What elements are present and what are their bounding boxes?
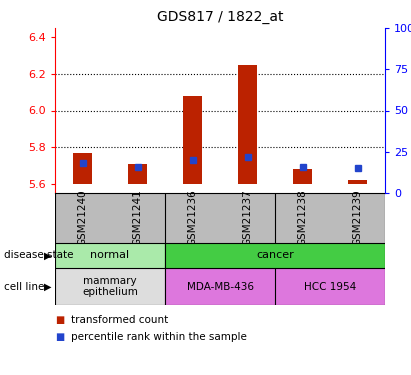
- Text: GSM21238: GSM21238: [298, 190, 307, 246]
- Text: ▶: ▶: [44, 282, 51, 291]
- Text: GSM21240: GSM21240: [78, 190, 88, 246]
- Bar: [55, 268, 165, 305]
- Bar: [165, 243, 385, 268]
- Text: normal: normal: [90, 251, 129, 261]
- Bar: [348, 180, 367, 184]
- Text: cancer: cancer: [256, 251, 294, 261]
- Text: GSM21239: GSM21239: [353, 190, 363, 246]
- Text: cell line: cell line: [4, 282, 44, 291]
- Text: GSM21241: GSM21241: [132, 190, 143, 246]
- Text: mammary
epithelium: mammary epithelium: [82, 276, 138, 297]
- Text: ▶: ▶: [44, 251, 51, 261]
- Text: transformed count: transformed count: [72, 315, 169, 325]
- Bar: [165, 268, 275, 305]
- Bar: [183, 96, 202, 184]
- Text: percentile rank within the sample: percentile rank within the sample: [72, 332, 247, 342]
- Text: GSM21236: GSM21236: [187, 190, 198, 246]
- Text: MDA-MB-436: MDA-MB-436: [187, 282, 254, 291]
- Bar: [220, 193, 275, 243]
- Title: GDS817 / 1822_at: GDS817 / 1822_at: [157, 10, 283, 24]
- Bar: [128, 164, 147, 184]
- Text: ■: ■: [55, 332, 64, 342]
- Bar: [55, 243, 165, 268]
- Text: GSM21237: GSM21237: [242, 190, 252, 246]
- Text: ■: ■: [55, 315, 64, 325]
- Bar: [110, 193, 165, 243]
- Bar: [238, 64, 257, 184]
- Bar: [293, 169, 312, 184]
- Bar: [275, 193, 330, 243]
- Bar: [165, 193, 220, 243]
- Bar: [275, 268, 385, 305]
- Text: HCC 1954: HCC 1954: [304, 282, 356, 291]
- Bar: [73, 153, 92, 184]
- Bar: [55, 193, 110, 243]
- Text: disease state: disease state: [4, 251, 74, 261]
- Bar: [330, 193, 385, 243]
